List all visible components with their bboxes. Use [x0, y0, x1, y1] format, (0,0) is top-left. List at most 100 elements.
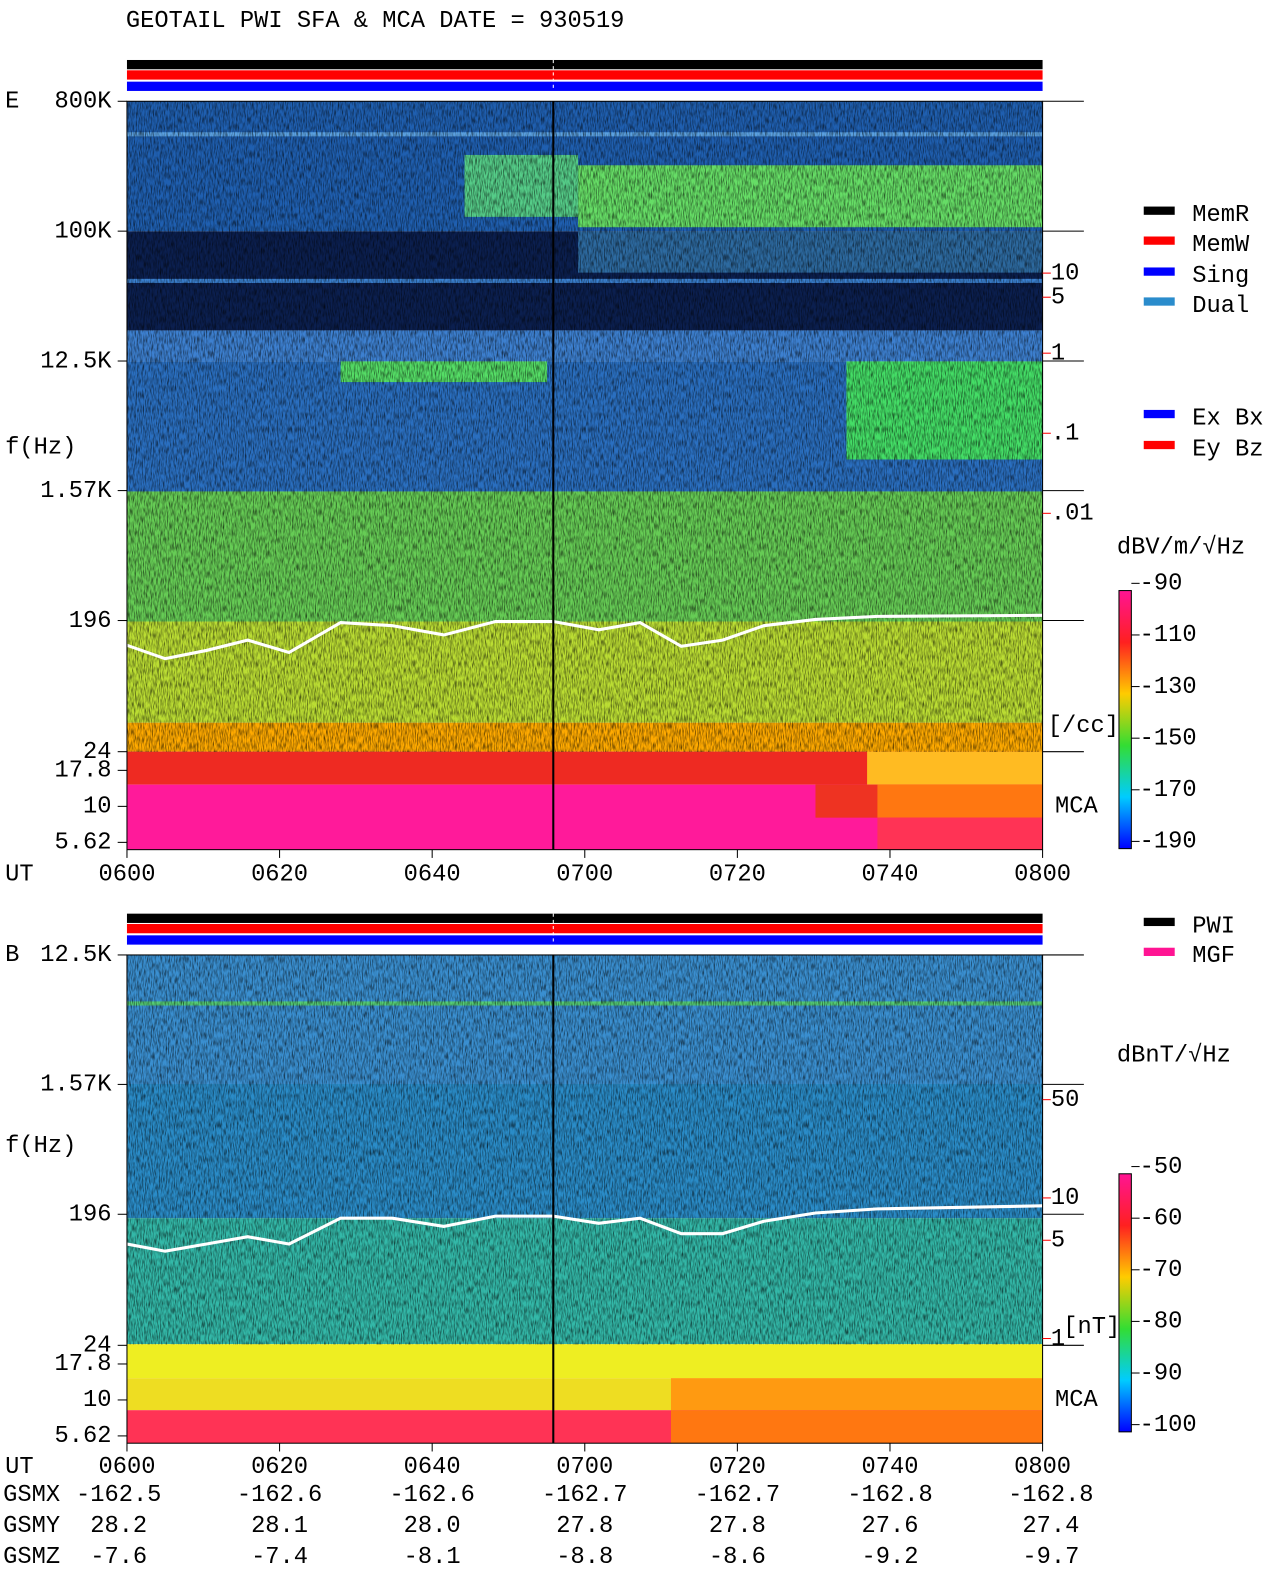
- legend-swatch: [1143, 440, 1175, 450]
- x-tick-label: 0740: [861, 1454, 918, 1481]
- orbit-value: 27.8: [709, 1513, 766, 1540]
- legend-label: MemR: [1192, 202, 1249, 229]
- colorbar-tick-label: -80: [1140, 1309, 1183, 1336]
- mca-label: MCA: [1055, 1387, 1098, 1414]
- status-bars-b: [126, 913, 1043, 945]
- legend-label: PWI: [1192, 913, 1235, 940]
- legend-swatch: [1143, 917, 1175, 927]
- y2-tick-label: 10: [1051, 1185, 1080, 1212]
- x-tick-label: 0800: [1014, 862, 1071, 889]
- y2-tick-label: 1: [1051, 340, 1065, 367]
- spectrogram-e: [126, 101, 1043, 850]
- orbit-value: -162.7: [542, 1482, 627, 1509]
- orbit-row-name: GSMY: [3, 1513, 60, 1540]
- legend-label: Ex Bx: [1192, 405, 1263, 432]
- x-tick-label: 0620: [251, 1454, 308, 1481]
- legend-swatch: [1143, 206, 1175, 215]
- y-axis-label: f(Hz): [5, 434, 76, 461]
- legend-swatch: [1143, 236, 1175, 245]
- x-tick-label: 0720: [709, 1454, 766, 1481]
- colorbar-tick-label: -50: [1140, 1154, 1183, 1181]
- orbit-value: -162.6: [389, 1482, 474, 1509]
- y-tick-label: 800K: [54, 89, 112, 116]
- legend-label: Ey Bz: [1192, 436, 1263, 463]
- orbit-value: 28.0: [404, 1513, 461, 1540]
- orbit-value: -162.8: [1008, 1482, 1093, 1509]
- orbit-value: -162.7: [695, 1482, 780, 1509]
- orbit-value: -9.2: [861, 1544, 918, 1571]
- y-tick-label: 24: [83, 739, 112, 766]
- y-axis-label: f(Hz): [5, 1133, 76, 1160]
- y-tick-label: 5.62: [54, 830, 111, 857]
- panel-label: E: [5, 89, 19, 116]
- x-tick-label: 0640: [404, 862, 461, 889]
- y2-tick-label: 10: [1051, 260, 1080, 287]
- colorbar-tick-label: -90: [1140, 571, 1183, 598]
- legend-swatch: [1143, 267, 1175, 276]
- y2-tick-label: .01: [1051, 501, 1094, 528]
- orbit-value: 27.6: [861, 1513, 918, 1540]
- colorbar-tick-label: -100: [1140, 1412, 1197, 1439]
- y2-tick-label: 5: [1051, 284, 1065, 311]
- x-tick-label: 0600: [98, 1454, 155, 1481]
- y-tick-label: 24: [83, 1333, 112, 1360]
- orbit-value: -7.6: [90, 1544, 147, 1571]
- x-axis-label: UT: [5, 862, 34, 889]
- y2-tick-label: .1: [1051, 421, 1080, 448]
- orbit-value: -9.7: [1022, 1544, 1079, 1571]
- colorbar-tick-label: -150: [1140, 725, 1197, 752]
- mca-label: MCA: [1055, 794, 1098, 821]
- orbit-value: 27.8: [556, 1513, 613, 1540]
- legend-label: Dual: [1192, 293, 1249, 320]
- orbit-value: -8.8: [556, 1544, 613, 1571]
- x-tick-label: 0800: [1014, 1454, 1071, 1481]
- x-tick-label: 0620: [251, 862, 308, 889]
- orbit-value: -162.5: [76, 1482, 161, 1509]
- legend-swatch: [1143, 947, 1175, 956]
- colorbar-tick-label: -60: [1140, 1205, 1183, 1232]
- y-tick-label: 196: [69, 608, 112, 635]
- y-tick-label: 10: [83, 794, 112, 821]
- y2-tick-label: 50: [1051, 1087, 1080, 1114]
- orbit-value: -8.1: [404, 1544, 461, 1571]
- y2-tick-label: 5: [1051, 1228, 1065, 1255]
- colorbar-tick-label: -190: [1140, 829, 1197, 856]
- x-axis-label: UT: [5, 1454, 34, 1481]
- chart-title: GEOTAIL PWI SFA & MCA DATE = 930519: [126, 8, 625, 35]
- legend-swatch: [1143, 409, 1175, 419]
- y2-tick-label: 1: [1051, 1326, 1065, 1353]
- x-tick-label: 0700: [556, 1454, 613, 1481]
- x-tick-label: 0600: [98, 862, 155, 889]
- y-tick-label: 100K: [54, 218, 112, 245]
- x-tick-label: 0640: [404, 1454, 461, 1481]
- y-tick-label: 1.57K: [40, 1072, 112, 1099]
- orbit-row-name: GSMX: [3, 1482, 60, 1509]
- y-tick-label: 17.8: [54, 1351, 111, 1378]
- y-tick-label: 5.62: [54, 1423, 111, 1450]
- orbit-value: -8.6: [709, 1544, 766, 1571]
- colorbar: [1118, 1173, 1132, 1433]
- spectrogram-b: [126, 954, 1043, 1444]
- orbit-value: 28.1: [251, 1513, 308, 1540]
- colorbar-tick-label: -130: [1140, 674, 1197, 701]
- colorbar: [1118, 590, 1132, 850]
- y2-unit-label: [nT]: [1063, 1314, 1120, 1341]
- y-tick-label: 196: [69, 1202, 112, 1229]
- y2-unit-label: [/cc]: [1048, 713, 1119, 740]
- x-tick-label: 0700: [556, 862, 613, 889]
- x-tick-label: 0740: [861, 862, 918, 889]
- y-tick-label: 12.5K: [40, 942, 112, 969]
- orbit-value: 27.4: [1022, 1513, 1079, 1540]
- status-bars-e: [126, 59, 1043, 91]
- orbit-value: 28.2: [90, 1513, 147, 1540]
- legend-label: MGF: [1192, 943, 1235, 970]
- colorbar-label: dBV/m/√Hz: [1117, 534, 1245, 561]
- colorbar-label: dBnT/√Hz: [1117, 1042, 1231, 1069]
- orbit-value: -162.6: [237, 1482, 322, 1509]
- colorbar-tick-label: -90: [1140, 1360, 1183, 1387]
- legend-label: MemW: [1192, 232, 1250, 259]
- y-tick-label: 17.8: [54, 758, 111, 785]
- x-tick-label: 0720: [709, 862, 766, 889]
